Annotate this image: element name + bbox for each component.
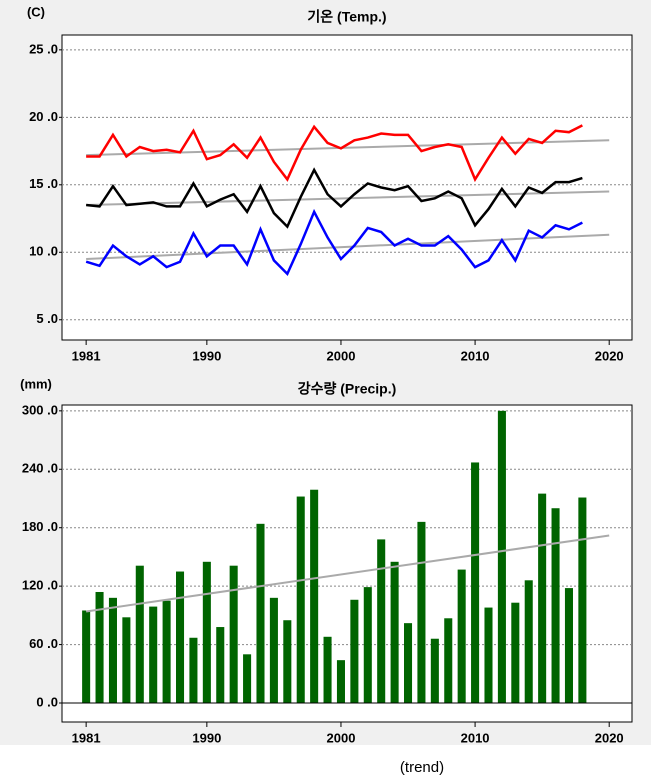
bar bbox=[390, 561, 399, 704]
x-tick-label: 2020 bbox=[595, 348, 624, 363]
bar bbox=[95, 591, 104, 704]
bar bbox=[162, 600, 171, 704]
plot-area bbox=[61, 34, 633, 341]
x-tick-label: 1981 bbox=[72, 730, 101, 745]
bar bbox=[363, 587, 372, 704]
bar bbox=[578, 497, 587, 704]
x-tick-label: 1990 bbox=[192, 730, 221, 745]
bar bbox=[497, 410, 506, 704]
y-tick-label: 20 .0 bbox=[29, 109, 58, 124]
x-tick-label: 1990 bbox=[192, 348, 221, 363]
y-tick-label: 60 .0 bbox=[29, 636, 58, 651]
bar bbox=[484, 607, 493, 704]
bar bbox=[336, 660, 345, 704]
bar bbox=[243, 654, 252, 704]
line bbox=[85, 208, 583, 277]
y-axis-label: (C) bbox=[27, 4, 45, 19]
bar bbox=[564, 588, 573, 704]
bar bbox=[377, 539, 386, 704]
bar bbox=[189, 637, 198, 704]
y-tick-label: 5 .0 bbox=[36, 311, 58, 326]
y-tick-label: 180 .0 bbox=[22, 519, 58, 534]
y-tick-label: 25 .0 bbox=[29, 41, 58, 56]
bar bbox=[82, 610, 91, 704]
bar bbox=[202, 561, 211, 704]
bar bbox=[283, 620, 292, 704]
y-tick-label: 120 .0 bbox=[22, 578, 58, 593]
trend-line bbox=[86, 190, 610, 207]
trend-line bbox=[86, 139, 610, 157]
bar bbox=[404, 623, 413, 704]
y-tick-label: 240 .0 bbox=[22, 461, 58, 476]
bar bbox=[430, 638, 439, 704]
bar bbox=[538, 493, 547, 704]
trend-line bbox=[86, 233, 610, 261]
chart-title: 기온 (Temp.) bbox=[307, 9, 386, 25]
bar bbox=[176, 571, 185, 704]
bar bbox=[135, 565, 144, 704]
bar bbox=[551, 508, 560, 704]
bar bbox=[149, 606, 158, 704]
bar bbox=[108, 597, 117, 704]
bar bbox=[471, 462, 480, 704]
bar bbox=[350, 599, 359, 704]
x-tick-label: 1981 bbox=[72, 348, 101, 363]
y-axis-label: (mm) bbox=[20, 376, 52, 391]
y-tick-label: 300 .0 bbox=[22, 402, 58, 417]
plot-area bbox=[61, 404, 633, 723]
bar bbox=[216, 627, 225, 704]
bar bbox=[269, 597, 278, 704]
bar bbox=[296, 496, 305, 704]
y-tick-label: 15 .0 bbox=[29, 176, 58, 191]
bar bbox=[511, 602, 520, 704]
bar bbox=[323, 636, 332, 704]
line bbox=[86, 167, 583, 229]
x-tick-label: 2000 bbox=[327, 730, 356, 745]
y-tick-label: 0 .0 bbox=[36, 694, 58, 709]
bar bbox=[457, 569, 466, 704]
x-tick-label: 2020 bbox=[595, 730, 624, 745]
trend-line bbox=[85, 534, 610, 613]
bar bbox=[524, 580, 533, 704]
x-tick-label: 2010 bbox=[461, 348, 490, 363]
y-tick-label: 10 .0 bbox=[29, 244, 58, 259]
x-tick-label: 2000 bbox=[327, 348, 356, 363]
bar bbox=[229, 565, 238, 704]
chart-title: 강수량 (Precip.) bbox=[298, 381, 397, 397]
x-tick-label: 2010 bbox=[461, 730, 490, 745]
bar bbox=[444, 618, 453, 704]
bar bbox=[122, 617, 131, 704]
bar bbox=[417, 521, 426, 704]
bar bbox=[310, 489, 319, 704]
bar bbox=[256, 523, 265, 704]
annotation: (trend) bbox=[400, 759, 444, 776]
line bbox=[86, 124, 583, 183]
